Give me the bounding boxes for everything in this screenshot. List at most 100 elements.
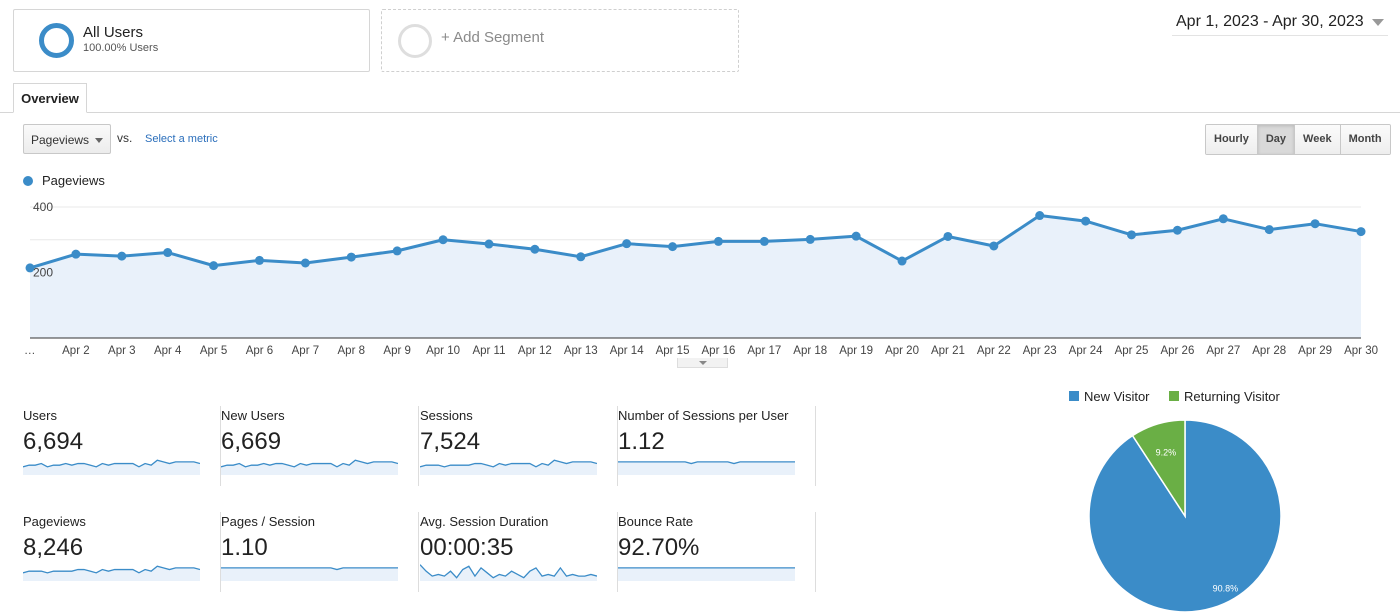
x-tick-label: … — [24, 345, 36, 357]
sparkline — [618, 461, 795, 475]
stat-sessions-per-user[interactable]: Number of Sessions per User 1.12 — [618, 406, 816, 486]
vs-label: vs. — [117, 131, 133, 145]
data-point — [1310, 219, 1320, 229]
period-week-button[interactable]: Week — [1295, 125, 1341, 154]
stat-value: 1.12 — [618, 428, 665, 455]
stat-value: 1.10 — [221, 534, 268, 561]
period-hourly-button[interactable]: Hourly — [1206, 125, 1258, 154]
stat-users[interactable]: Users 6,694 — [23, 406, 221, 486]
date-range-picker[interactable]: Apr 1, 2023 - Apr 30, 2023 — [1172, 10, 1388, 36]
stat-new-users[interactable]: New Users 6,669 — [221, 406, 419, 486]
visitor-pie-chart: 90.8% 9.2% — [1088, 419, 1282, 613]
stat-label: Sessions — [420, 408, 473, 423]
pageviews-line-chart: 400 200 … Apr 2 Apr 3 Apr 4 Apr 5 Apr 6 Apr 7 Apr… — [24, 200, 1378, 357]
x-tick-label: Apr 26 — [1160, 345, 1194, 357]
date-range-text: Apr 1, 2023 - Apr 30, 2023 — [1176, 13, 1364, 30]
stat-sessions[interactable]: Sessions 7,524 — [420, 406, 618, 486]
stat-value: 00:00:35 — [420, 534, 514, 561]
segment-all-users[interactable]: All Users 100.00% Users — [13, 9, 370, 72]
data-point — [851, 231, 861, 241]
sparkline-area — [420, 564, 597, 581]
x-tick-label: Apr 9 — [383, 345, 411, 357]
data-point — [622, 239, 632, 249]
x-tick-label: Apr 24 — [1069, 345, 1103, 357]
data-point — [530, 244, 540, 254]
metric-select[interactable]: Pageviews — [23, 124, 111, 154]
sparkline-line — [221, 567, 398, 571]
data-point — [117, 251, 127, 261]
segment-ring-icon — [39, 23, 74, 58]
data-point — [25, 263, 35, 273]
sparkline — [221, 567, 398, 581]
data-point — [576, 252, 586, 262]
data-point — [759, 236, 769, 246]
stat-label: Pages / Session — [221, 514, 315, 529]
data-point — [668, 242, 678, 252]
x-tick-label: Apr 15 — [656, 345, 690, 357]
x-tick-label: Apr 19 — [839, 345, 873, 357]
add-segment-label: + Add Segment — [441, 29, 544, 46]
x-tick-label: Apr 6 — [246, 345, 274, 357]
x-tick-label: Apr 27 — [1206, 345, 1240, 357]
x-tick-label: Apr 4 — [154, 345, 182, 357]
period-toggle-group: Hourly Day Week Month — [1205, 124, 1391, 155]
x-tick-label: Apr 28 — [1252, 345, 1286, 357]
data-point — [254, 255, 264, 265]
tab-overview[interactable]: Overview — [13, 83, 87, 113]
sparkline — [221, 459, 398, 475]
legend-label-pageviews: Pageviews — [42, 173, 105, 188]
y-tick-label: 200 — [33, 266, 53, 280]
data-point — [209, 261, 219, 271]
data-point — [484, 239, 494, 249]
stat-label: Users — [23, 408, 57, 423]
data-point — [1127, 230, 1137, 240]
x-tick-label: Apr 10 — [426, 345, 460, 357]
sparkline-area — [618, 567, 795, 581]
data-point — [392, 246, 402, 256]
stat-avg-session-duration[interactable]: Avg. Session Duration 00:00:35 — [420, 512, 618, 592]
pie-slice-label: 9.2% — [1156, 448, 1177, 458]
x-tick-label: Apr 14 — [610, 345, 644, 357]
stat-pages-per-session[interactable]: Pages / Session 1.10 — [221, 512, 419, 592]
period-month-button[interactable]: Month — [1340, 125, 1390, 154]
stat-label: Pageviews — [23, 514, 86, 529]
data-point — [1172, 225, 1182, 235]
sparkline-line — [23, 565, 200, 574]
x-tick-label: Apr 12 — [518, 345, 552, 357]
chart-collapse-handle[interactable] — [677, 358, 728, 368]
sparkline-line — [618, 461, 795, 465]
stat-value: 8,246 — [23, 534, 84, 561]
add-segment-button[interactable]: + Add Segment — [381, 9, 739, 72]
x-tick-label: Apr 11 — [472, 345, 505, 357]
metric-select-value: Pageviews — [31, 133, 90, 147]
x-tick-label: Apr 2 — [62, 345, 90, 357]
stat-bounce-rate[interactable]: Bounce Rate 92.70% — [618, 512, 816, 592]
sparkline — [420, 564, 597, 581]
y-tick-label: 400 — [33, 200, 53, 214]
stat-value: 92.70% — [618, 534, 700, 561]
stat-pageviews[interactable]: Pageviews 8,246 — [23, 512, 221, 592]
sparkline-area — [420, 460, 597, 475]
sparkline — [23, 565, 200, 581]
data-point — [1264, 225, 1274, 235]
x-tick-label: Apr 13 — [564, 345, 598, 357]
data-point — [163, 248, 173, 258]
series-line-pageviews — [29, 214, 1362, 270]
tab-divider — [0, 112, 1400, 113]
data-point — [71, 249, 81, 259]
data-point — [346, 252, 356, 262]
chevron-down-icon — [699, 361, 707, 365]
sparkline-line — [420, 564, 597, 579]
stat-value: 7,524 — [420, 428, 481, 455]
data-point — [300, 258, 310, 268]
select-metric-link[interactable]: Select a metric — [145, 133, 218, 145]
x-tick-label: Apr 16 — [702, 345, 736, 357]
pie-slice-new-visitor — [1088, 419, 1282, 613]
pie-slice-label: 90.8% — [1213, 583, 1239, 593]
sparkline-line — [420, 459, 597, 468]
sparkline — [420, 459, 597, 475]
data-point — [713, 236, 723, 246]
sparkline-line — [221, 459, 398, 468]
period-day-button[interactable]: Day — [1257, 125, 1296, 154]
stat-value: 6,669 — [221, 428, 282, 455]
